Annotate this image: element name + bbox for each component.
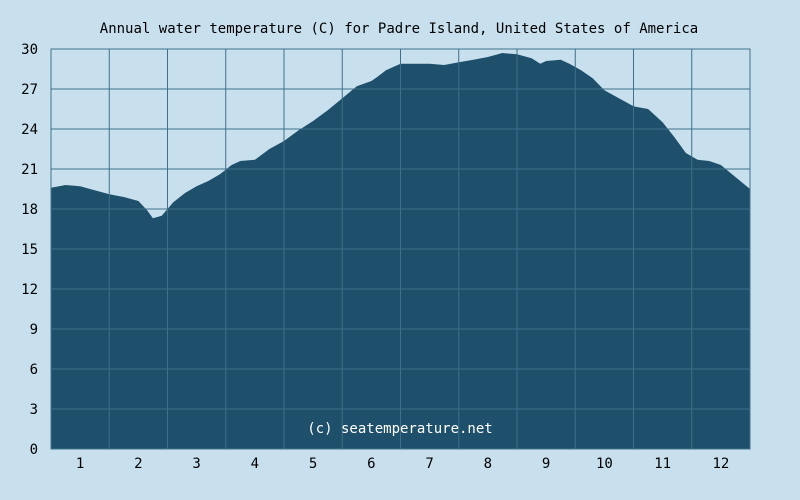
plot-frame [50, 48, 751, 450]
x-tick-label: 1 [76, 456, 84, 472]
x-tick-label: 3 [192, 456, 200, 472]
y-tick-label: 18 [21, 202, 38, 218]
grid-lines [51, 49, 750, 449]
x-axis-ticks: 1 2 3 4 5 6 7 8 9 10 11 12 [76, 456, 729, 472]
y-tick-label: 30 [21, 42, 38, 58]
x-tick-label: 5 [309, 456, 317, 472]
y-tick-label: 21 [21, 162, 38, 178]
x-tick-label: 10 [596, 456, 613, 472]
x-tick-label: 7 [425, 456, 433, 472]
y-tick-label: 0 [30, 442, 38, 458]
x-tick-label: 12 [712, 456, 729, 472]
y-tick-label: 9 [30, 322, 38, 338]
y-tick-label: 12 [21, 282, 38, 298]
y-tick-label: 3 [30, 402, 38, 418]
y-tick-label: 6 [30, 362, 38, 378]
y-tick-label: 24 [21, 122, 38, 138]
x-tick-label: 11 [654, 456, 671, 472]
y-axis-ticks: 0 3 6 9 12 15 18 21 24 27 30 [21, 42, 38, 458]
y-tick-label: 15 [21, 242, 38, 258]
chart-title: Annual water temperature (C) for Padre I… [100, 21, 698, 37]
x-tick-label: 9 [542, 456, 550, 472]
watermark: (c) seatemperature.net [307, 421, 492, 437]
x-tick-label: 2 [134, 456, 142, 472]
x-tick-label: 6 [367, 456, 375, 472]
x-tick-label: 8 [484, 456, 492, 472]
x-tick-label: 4 [251, 456, 259, 472]
y-tick-label: 27 [21, 82, 38, 98]
